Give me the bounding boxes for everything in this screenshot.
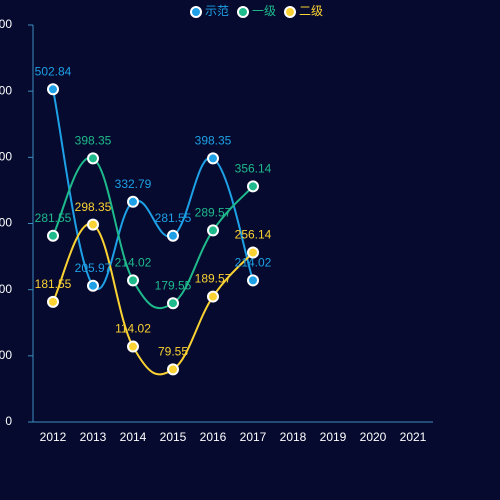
point [47,295,59,308]
data-label: 179.55 [155,278,192,292]
point [87,218,99,231]
x-tick-label: 2017 [240,430,267,444]
data-label: 398.35 [75,134,112,148]
data-label: 214.02 [115,256,152,270]
legend-label: 示范 [205,4,229,18]
data-label: 205.97 [75,261,112,275]
data-label: 256.14 [235,228,272,242]
x-tick-label: 2014 [120,430,147,444]
legend-icon [237,6,249,18]
point [47,229,59,242]
legend-icon [284,6,296,18]
x-tick-label: 2016 [200,430,227,444]
data-label: 181.55 [35,277,72,291]
data-label: 332.79 [115,177,152,191]
x-tick-label: 2013 [80,430,107,444]
data-label: 281.55 [155,211,192,225]
data-label: 79.55 [158,345,188,359]
y-tick-label: 100 [0,348,12,362]
point [167,297,179,310]
point [127,274,139,287]
series-line [52,223,254,376]
point [87,152,99,165]
point [207,152,219,165]
point [127,340,139,353]
point [247,274,259,287]
point [167,363,179,376]
data-label: 502.84 [35,64,72,78]
data-label: 398.35 [195,134,232,148]
point [207,290,219,303]
data-label: 356.14 [235,162,272,176]
series-line [52,89,254,290]
x-tick-label: 2021 [400,430,427,444]
data-label: 214.02 [235,256,272,270]
legend-icon [190,6,202,18]
x-tick-label: 2012 [40,430,67,444]
legend-label: 一级 [252,4,276,18]
point [47,83,59,96]
point [87,279,99,292]
y-tick-label: 400 [0,150,12,164]
point [247,246,259,259]
x-tick-label: 2019 [320,430,347,444]
x-tick-label: 2015 [160,430,187,444]
point [207,224,219,237]
y-tick-label: 500 [0,83,12,97]
x-tick-label: 2020 [360,430,387,444]
legend: 示范 一级 二级 [190,4,323,18]
data-label: 298.35 [75,200,112,214]
data-label: 189.57 [195,272,232,286]
point [247,180,259,193]
data-label: 289.57 [195,206,232,220]
y-tick-label: 0 [5,414,12,428]
y-tick-label: 200 [0,282,12,296]
legend-label: 二级 [299,4,323,18]
x-tick-label: 2018 [280,430,307,444]
y-tick-label: 300 [0,216,12,230]
point [127,195,139,208]
data-label: 281.55 [35,211,72,225]
data-label: 114.02 [115,322,151,336]
y-tick-label: 600 [0,17,12,31]
point [167,229,179,242]
